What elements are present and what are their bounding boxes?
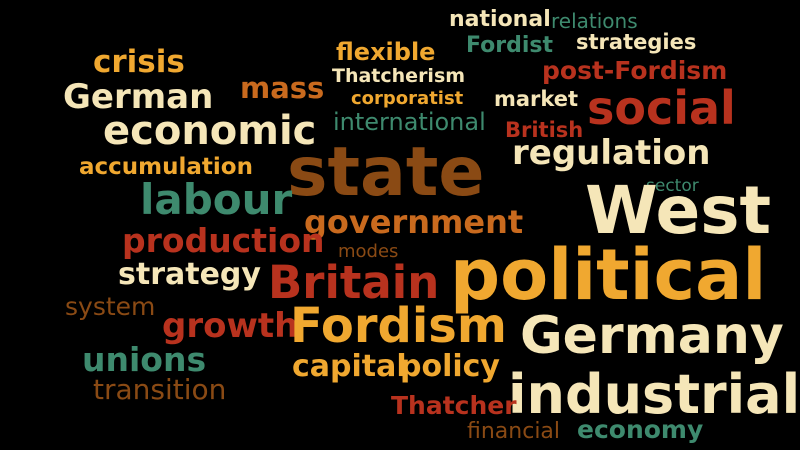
word-market: market (494, 87, 579, 111)
word-capital: capital (292, 349, 407, 384)
word-strategy: strategy (118, 257, 261, 292)
word-financial: financial (467, 419, 561, 444)
word-sector: sector (646, 176, 699, 196)
word-national: national (449, 7, 551, 32)
word-production: production (122, 221, 325, 260)
word-state: state (287, 133, 485, 212)
word-economy: economy (577, 415, 704, 444)
word-post-fordism: post-Fordism (542, 56, 728, 85)
word-flexible: flexible (336, 38, 436, 66)
word-fordism: Fordism (290, 298, 507, 354)
word-system: system (65, 292, 156, 321)
word-international: international (333, 108, 486, 136)
word-british: British (505, 118, 584, 142)
word-west: West (585, 172, 772, 249)
word-government: government (304, 203, 524, 241)
word-germany: Germany (520, 306, 784, 366)
word-growth: growth (162, 306, 299, 346)
word-economic: economic (103, 108, 317, 154)
word-labour: labour (140, 175, 293, 224)
word-political: political (450, 234, 767, 316)
word-accumulation: accumulation (79, 154, 253, 180)
word-strategies: strategies (576, 30, 697, 54)
word-unions: unions (82, 340, 207, 379)
word-fordist: Fordist (466, 33, 554, 58)
word-thatcherism: Thatcherism (332, 65, 466, 87)
word-mass: mass (240, 71, 325, 105)
word-regulation: regulation (512, 133, 711, 173)
word-policy: policy (400, 349, 500, 384)
word-transition: transition (93, 373, 227, 406)
word-german: German (63, 77, 214, 117)
word-britain: Britain (268, 256, 440, 309)
word-modes: modes (338, 241, 399, 262)
word-social: social (587, 81, 736, 135)
word-crisis: crisis (93, 44, 185, 80)
word-relations: relations (551, 9, 638, 33)
word-industrial: industrial (508, 363, 800, 426)
word-thatcher: Thatcher (391, 391, 517, 420)
word-corporatist: corporatist (351, 88, 464, 109)
